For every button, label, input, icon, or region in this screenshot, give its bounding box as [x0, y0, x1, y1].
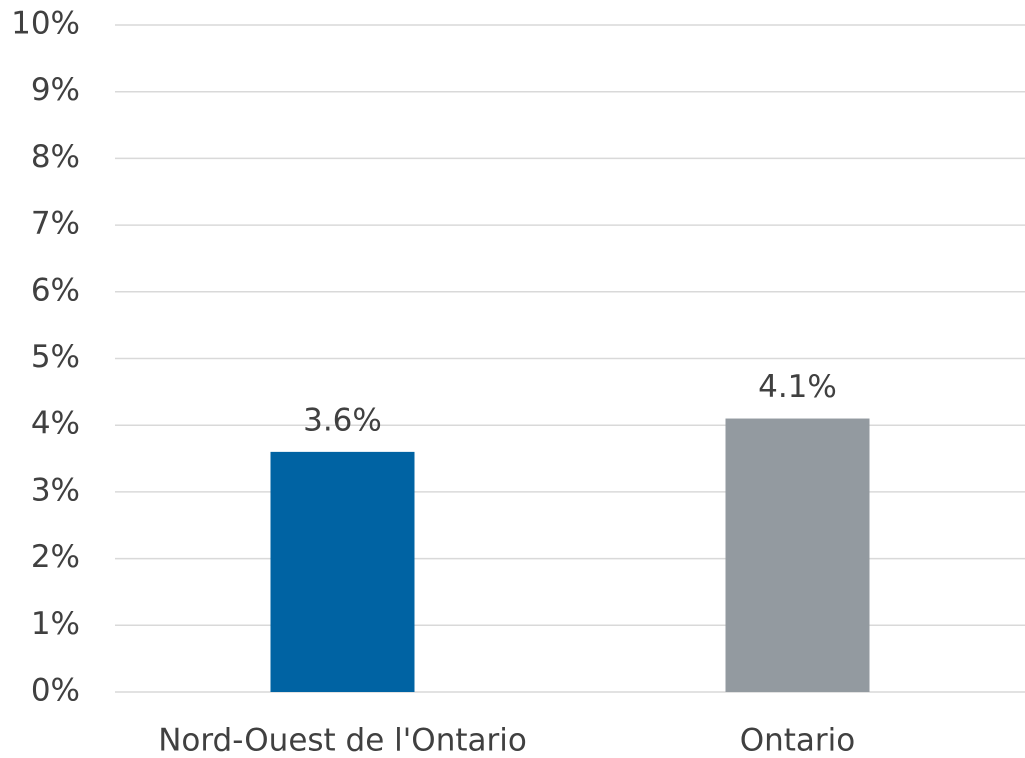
bar [270, 451, 415, 692]
value-label: 3.6% [303, 402, 382, 438]
y-tick-label: 7% [31, 206, 80, 242]
y-tick-label: 1% [31, 606, 80, 642]
y-tick-label: 9% [31, 72, 80, 108]
y-tick-label: 4% [31, 406, 80, 442]
y-tick-label: 8% [31, 139, 80, 175]
y-tick-label: 6% [31, 272, 80, 308]
y-tick-label: 3% [31, 472, 80, 508]
y-tick-label: 2% [31, 539, 80, 575]
y-tick-label: 0% [31, 673, 80, 709]
value-label: 4.1% [758, 369, 837, 405]
bar [725, 418, 870, 692]
y-tick-label: 5% [31, 339, 80, 375]
x-tick-label: Ontario [740, 723, 856, 758]
x-tick-label: Nord-Ouest de l'Ontario [158, 723, 527, 758]
y-tick-label: 10% [11, 6, 80, 42]
